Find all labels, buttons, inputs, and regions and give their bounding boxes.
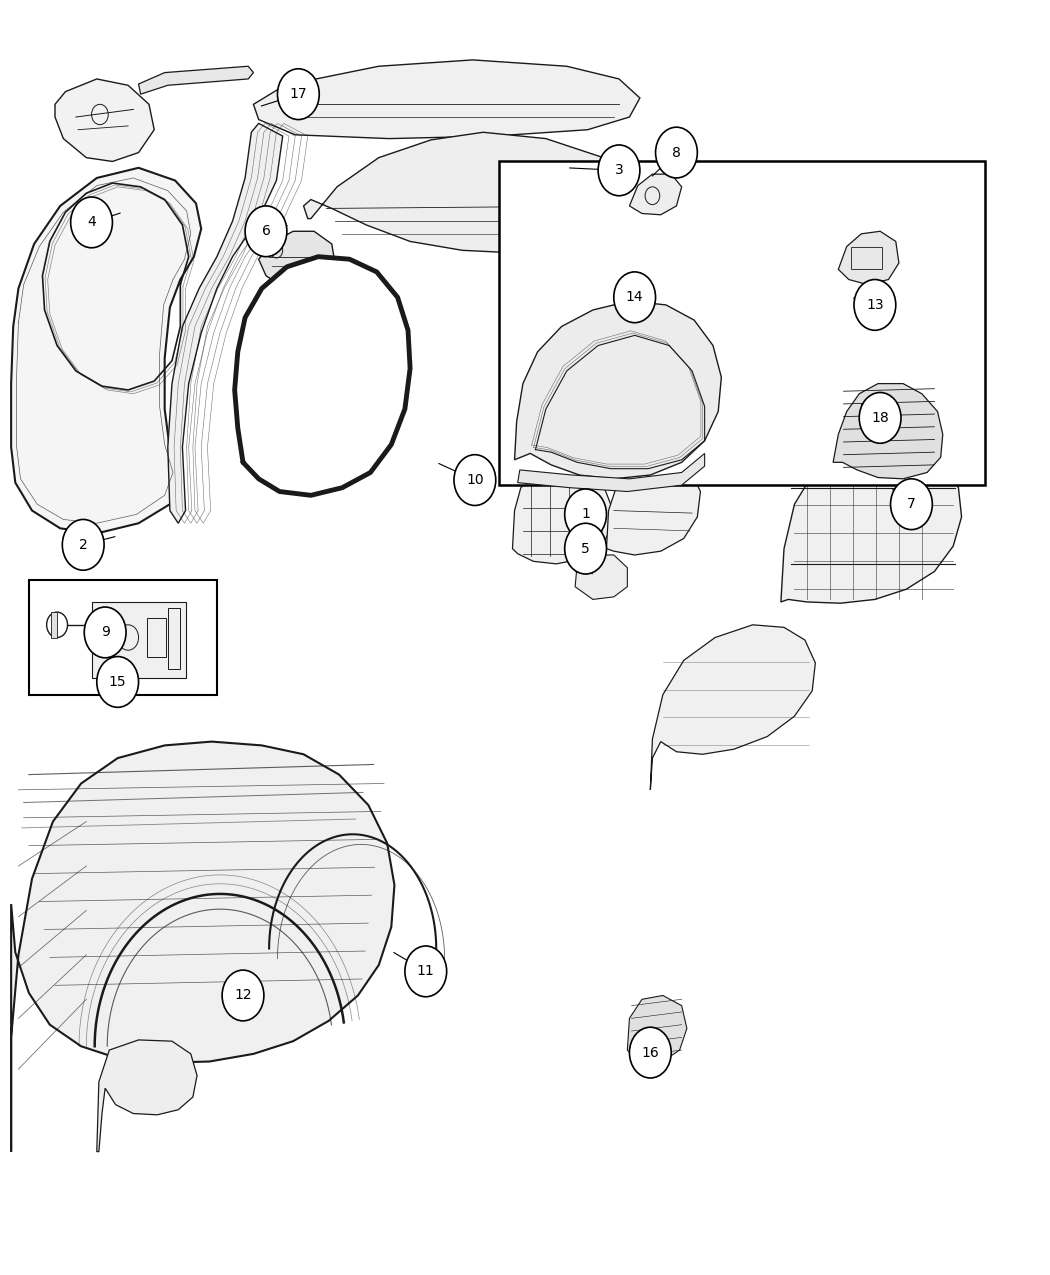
Bar <box>168 608 181 669</box>
Text: 6: 6 <box>261 224 271 238</box>
Circle shape <box>854 279 896 330</box>
Text: 12: 12 <box>234 988 252 1002</box>
Bar <box>50 612 57 638</box>
Circle shape <box>859 393 901 444</box>
Text: 13: 13 <box>866 298 884 312</box>
Circle shape <box>97 657 139 708</box>
Polygon shape <box>512 470 611 564</box>
Circle shape <box>614 272 655 323</box>
Bar <box>91 602 186 678</box>
Circle shape <box>454 455 496 505</box>
Text: 18: 18 <box>872 411 889 425</box>
Text: 8: 8 <box>672 145 680 159</box>
Polygon shape <box>253 60 639 139</box>
Circle shape <box>245 205 287 256</box>
Polygon shape <box>650 625 816 789</box>
Circle shape <box>70 198 112 247</box>
Text: 16: 16 <box>642 1046 659 1060</box>
Circle shape <box>405 946 446 997</box>
Text: 14: 14 <box>626 291 644 305</box>
Bar <box>29 580 217 695</box>
Polygon shape <box>303 133 639 252</box>
Polygon shape <box>12 168 202 533</box>
Polygon shape <box>518 454 705 492</box>
Circle shape <box>277 69 319 120</box>
Polygon shape <box>139 66 253 94</box>
Circle shape <box>62 519 104 570</box>
Text: 2: 2 <box>79 538 87 552</box>
Text: 17: 17 <box>290 87 308 101</box>
Text: 15: 15 <box>109 674 126 688</box>
Polygon shape <box>234 256 411 495</box>
Text: 3: 3 <box>614 163 624 177</box>
Polygon shape <box>629 175 681 214</box>
Polygon shape <box>97 1040 197 1151</box>
Circle shape <box>890 479 932 529</box>
Polygon shape <box>833 384 943 479</box>
Polygon shape <box>168 124 282 523</box>
Text: 4: 4 <box>87 215 96 230</box>
Circle shape <box>223 970 264 1021</box>
Circle shape <box>598 145 639 196</box>
Polygon shape <box>607 460 700 555</box>
Bar <box>499 162 985 486</box>
Polygon shape <box>258 231 335 288</box>
Polygon shape <box>838 231 899 284</box>
Circle shape <box>565 490 607 539</box>
Bar <box>850 246 882 269</box>
Polygon shape <box>627 996 687 1063</box>
Polygon shape <box>781 441 962 603</box>
Polygon shape <box>12 742 395 1151</box>
Polygon shape <box>55 79 154 162</box>
Circle shape <box>629 1028 671 1077</box>
Text: 7: 7 <box>907 497 916 511</box>
Text: 11: 11 <box>417 964 435 978</box>
Text: 10: 10 <box>466 473 484 487</box>
Circle shape <box>655 128 697 178</box>
Bar <box>147 618 166 657</box>
Polygon shape <box>575 555 627 599</box>
Polygon shape <box>514 301 721 479</box>
Circle shape <box>565 523 607 574</box>
Text: 9: 9 <box>101 626 109 640</box>
Text: 1: 1 <box>581 507 590 521</box>
Text: 5: 5 <box>582 542 590 556</box>
Circle shape <box>84 607 126 658</box>
